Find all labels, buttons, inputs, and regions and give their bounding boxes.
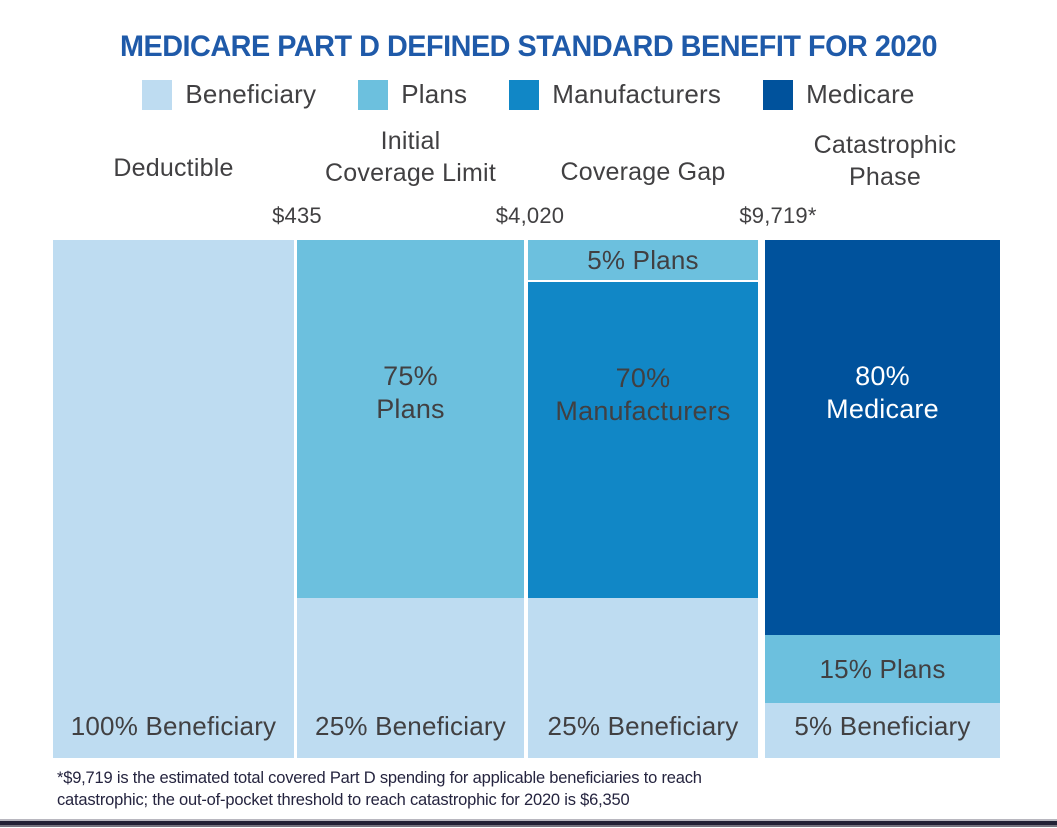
legend-item-beneficiary: Beneficiary xyxy=(142,79,316,110)
segment-catastrophic-medicare: 80% Medicare xyxy=(765,240,1000,635)
legend-label-manufacturers: Manufacturers xyxy=(552,79,722,109)
segment-gap-manufacturers: 70% Manufacturers xyxy=(528,282,758,598)
legend-item-medicare: Medicare xyxy=(763,79,915,110)
phase-header-coverage-gap: Coverage Gap xyxy=(560,158,726,186)
phase-header-initial-coverage-limit: Initial Coverage Limit xyxy=(325,127,496,187)
legend-label-plans: Plans xyxy=(401,79,468,109)
column-catastrophic-phase: 80% Medicare 15% Plans 5% Beneficiary xyxy=(765,240,1000,758)
segment-label: 15% Plans xyxy=(819,653,946,684)
column-coverage-gap: 5% Plans 70% Manufacturers 25% Beneficia… xyxy=(528,240,758,758)
segment-label: 75% Plans xyxy=(376,361,445,424)
segment-gap-plans: 5% Plans xyxy=(528,240,758,280)
footnote-line-2: catastrophic; the out-of-pocket threshol… xyxy=(57,791,630,809)
bottom-divider-bar xyxy=(0,821,1057,825)
bottom-divider-fringe xyxy=(0,819,1057,821)
beneficiary-swatch xyxy=(142,79,173,110)
medicare-swatch xyxy=(763,79,794,110)
segment-label: 100% Beneficiary xyxy=(70,711,277,741)
page-title: MEDICARE PART D DEFINED STANDARD BENEFIT… xyxy=(119,30,938,63)
segment-divider xyxy=(528,280,758,282)
legend-label-medicare: Medicare xyxy=(806,79,915,109)
segment-catastrophic-beneficiary xyxy=(765,703,1000,758)
legend-label-beneficiary: Beneficiary xyxy=(185,79,317,109)
plans-swatch xyxy=(358,79,389,110)
phase-header-deductible: Deductible xyxy=(113,154,234,182)
segment-deductible-beneficiary: 100% Beneficiary xyxy=(53,240,294,758)
column-deductible: 100% Beneficiary xyxy=(53,240,294,758)
legend: Beneficiary Plans Manufacturers Medicare xyxy=(0,79,1057,110)
segment-label: 5% Plans xyxy=(587,244,699,275)
phase-header-catastrophic-phase: Catastrophic Phase xyxy=(813,131,957,191)
threshold-deductible-end: $435 xyxy=(272,203,322,228)
footnote-line-1: *$9,719 is the estimated total covered P… xyxy=(57,769,702,787)
segment-label: 80% Medicare xyxy=(826,361,939,424)
legend-item-manufacturers: Manufacturers xyxy=(509,79,721,110)
segment-gap-beneficiary xyxy=(528,598,758,758)
segment-label: 25% Beneficiary xyxy=(547,711,739,741)
segment-icl-plans: 75% Plans xyxy=(297,240,524,598)
manufacturers-swatch xyxy=(509,79,540,110)
segment-label: 25% Beneficiary xyxy=(315,711,506,741)
legend-item-plans: Plans xyxy=(358,79,467,110)
segment-icl-beneficiary xyxy=(297,598,524,758)
threshold-catastrophic-start: $9,719* xyxy=(739,203,817,228)
footnote: *$9,719 is the estimated total covered P… xyxy=(57,767,737,811)
bottom-divider-fringe xyxy=(0,825,1057,827)
column-initial-coverage-limit: 75% Plans 25% Beneficiary xyxy=(297,240,524,758)
segment-label: 5% Beneficiary xyxy=(794,711,971,741)
segment-label: 70% Manufacturers xyxy=(555,363,731,426)
threshold-initial-coverage-limit-end: $4,020 xyxy=(495,203,565,228)
segment-catastrophic-plans: 15% Plans xyxy=(765,635,1000,703)
